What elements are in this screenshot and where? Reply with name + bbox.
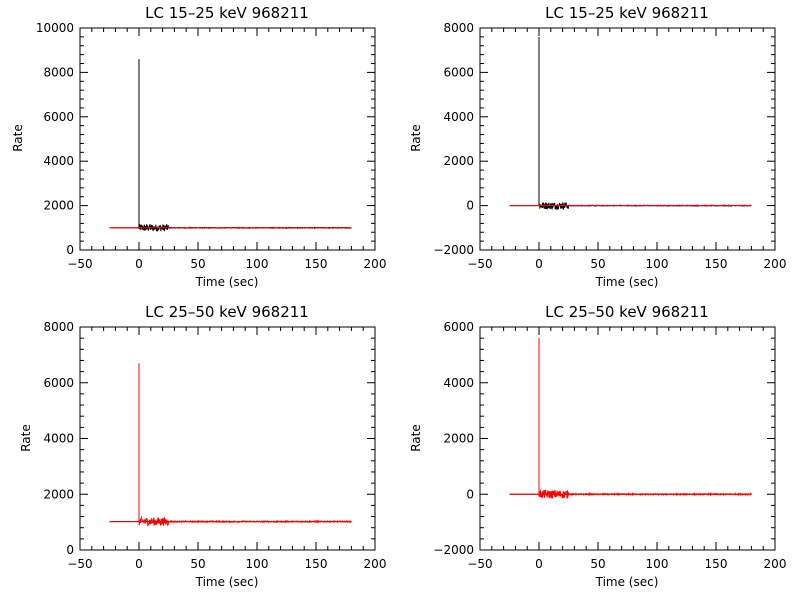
panel-bottom-left: LC 25–50 keV 968211 Time (sec) Rate −50 0… — [19, 303, 386, 589]
y-tick-label: 4000 — [43, 432, 74, 446]
y-axis-label: Rate — [409, 124, 423, 152]
y-tick-label: 10000 — [36, 21, 74, 35]
y-tick-label: 0 — [66, 243, 74, 257]
x-tick-label: 100 — [246, 257, 269, 271]
y-tick-label: 6000 — [43, 376, 74, 390]
x-axis-label: Time (sec) — [195, 575, 259, 589]
y-axis-label: Rate — [409, 424, 423, 452]
x-tick-label: 0 — [535, 257, 543, 271]
x-tick-label: 150 — [705, 557, 728, 571]
chart-title: LC 15–25 keV 968211 — [545, 4, 709, 22]
y-tick-label: 2000 — [43, 199, 74, 213]
y-tick-label: −2000 — [433, 243, 474, 257]
y-tick-label: 2000 — [43, 487, 74, 501]
x-tick-label: 100 — [646, 257, 669, 271]
y-tick-label: 6000 — [443, 65, 474, 79]
x-tick-label: 200 — [364, 257, 387, 271]
panel-top-left: LC 15–25 keV 968211 Time (sec) Rate −50 0… — [11, 4, 386, 289]
x-tick-label: 200 — [364, 557, 387, 571]
x-tick-label: 100 — [246, 557, 269, 571]
x-tick-label: 0 — [135, 257, 143, 271]
x-tick-label: 150 — [305, 257, 328, 271]
y-tick-label: 0 — [466, 199, 474, 213]
y-tick-label: −2000 — [433, 543, 474, 557]
y-tick-label: 4000 — [443, 376, 474, 390]
x-tick-label: −50 — [467, 257, 492, 271]
y-tick-label: 8000 — [43, 65, 74, 79]
x-tick-label: −50 — [467, 557, 492, 571]
y-tick-label: 4000 — [43, 154, 74, 168]
x-tick-label: 50 — [190, 557, 205, 571]
plot-frame — [479, 27, 776, 251]
x-tick-label: 0 — [535, 557, 543, 571]
x-axis-label: Time (sec) — [595, 575, 659, 589]
panel-bottom-right: LC 25–50 keV 968211 Time (sec) Rate −50 0… — [409, 303, 786, 589]
chart-title: LC 25–50 keV 968211 — [545, 303, 709, 321]
x-tick-label: −50 — [67, 557, 92, 571]
x-tick-label: 200 — [764, 257, 787, 271]
y-tick-label: 8000 — [443, 21, 474, 35]
x-tick-label: 0 — [135, 557, 143, 571]
y-tick-label: 0 — [466, 487, 474, 501]
y-tick-label: 6000 — [443, 320, 474, 334]
x-tick-label: 200 — [764, 557, 787, 571]
x-tick-label: 150 — [705, 257, 728, 271]
y-tick-label: 4000 — [443, 110, 474, 124]
series-line-red — [509, 338, 752, 500]
y-tick-label: 8000 — [43, 320, 74, 334]
chart-title: LC 15–25 keV 968211 — [145, 4, 309, 22]
y-axis-label: Rate — [19, 424, 33, 452]
x-tick-label: −50 — [67, 257, 92, 271]
y-tick-label: 2000 — [443, 154, 474, 168]
x-tick-label: 50 — [190, 257, 205, 271]
chart-title: LC 25–50 keV 968211 — [145, 303, 309, 321]
x-axis-label: Time (sec) — [195, 275, 259, 289]
series-line-red — [109, 363, 352, 527]
y-tick-label: 0 — [66, 543, 74, 557]
x-axis-label: Time (sec) — [595, 275, 659, 289]
x-tick-label: 150 — [305, 557, 328, 571]
x-tick-label: 50 — [590, 257, 605, 271]
y-axis-label: Rate — [11, 124, 25, 152]
x-tick-label: 50 — [590, 557, 605, 571]
plot-frame — [79, 27, 376, 251]
panel-top-right: LC 15–25 keV 968211 Time (sec) Rate −50 0… — [409, 4, 786, 289]
y-tick-label: 2000 — [443, 432, 474, 446]
x-tick-label: 100 — [646, 557, 669, 571]
y-tick-label: 6000 — [43, 110, 74, 124]
